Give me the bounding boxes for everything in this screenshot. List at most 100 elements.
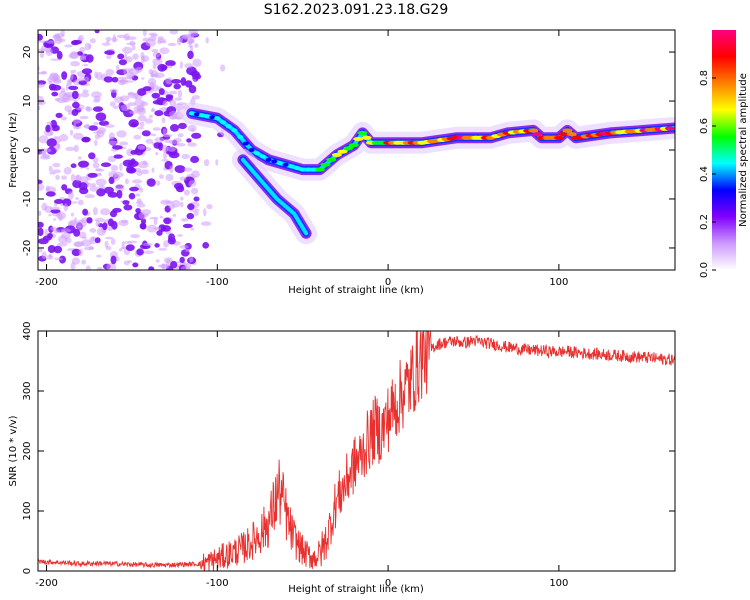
noise-blob <box>59 255 66 264</box>
noise-blob <box>96 254 102 258</box>
noise-blob <box>70 262 76 270</box>
snr-y-tick-label: 200 <box>22 441 33 460</box>
noise-blob <box>176 102 187 106</box>
ridge-core <box>532 132 543 137</box>
noise-blob <box>105 246 112 251</box>
noise-blob <box>128 110 138 115</box>
noise-blob <box>38 210 42 216</box>
noise-blob <box>80 92 90 98</box>
noise-blob <box>132 53 139 60</box>
noise-blob <box>152 63 157 70</box>
noise-blob <box>68 85 79 91</box>
snr-panel: -200 -100 0 100 0 100 200 300 400 Height of str… <box>8 321 676 595</box>
noise-blob <box>136 107 146 116</box>
noise-blob <box>104 186 114 194</box>
noise-blob <box>130 158 136 165</box>
spec-x-tick-label: -200 <box>35 277 58 288</box>
figure-title: S162.2023.091.23.18.G29 <box>264 2 449 18</box>
snr-x-tick-label: 100 <box>549 578 568 589</box>
noise-blob <box>191 128 195 132</box>
noise-blob <box>150 133 157 137</box>
noise-blob <box>144 118 153 124</box>
colorbar: 0.0 0.2 0.4 0.6 0.8 Normalized spectral ampl… <box>699 30 749 278</box>
noise-blob <box>142 30 147 37</box>
noise-blob <box>191 95 201 100</box>
noise-blob <box>188 85 197 94</box>
noise-blob <box>54 199 64 204</box>
ridge-core <box>305 167 312 172</box>
ridge-core <box>299 167 306 172</box>
noise-blob <box>150 109 155 112</box>
snr-y-ticks: 0 100 200 300 400 <box>22 321 675 574</box>
noise-blob <box>193 196 200 202</box>
noise-blob <box>88 43 92 49</box>
noise-blob <box>188 180 197 187</box>
ridge-core <box>254 151 261 156</box>
noise-blob <box>127 166 135 174</box>
noise-blob <box>152 58 163 66</box>
spectrogram-y-ticks: -20 -10 0 10 20 <box>22 46 675 256</box>
noise-blob <box>108 132 115 140</box>
noise-blob <box>191 132 202 139</box>
noise-blob <box>141 77 145 80</box>
noise-blob <box>42 153 50 159</box>
noise-blob <box>162 100 168 107</box>
noise-blob <box>182 223 193 229</box>
colorbar-tick-label: 0.8 <box>699 70 710 86</box>
noise-blob <box>77 156 82 160</box>
branch-inner <box>240 157 309 236</box>
noise-blob <box>70 173 76 182</box>
noise-blob <box>109 101 116 107</box>
noise-blob <box>75 197 80 200</box>
noise-blob <box>137 145 146 150</box>
noise-blob <box>155 259 160 263</box>
noise-blob <box>203 159 210 167</box>
noise-blob <box>203 208 207 217</box>
noise-blob <box>105 36 112 42</box>
noise-blob <box>38 247 43 253</box>
noise-blob <box>125 244 135 252</box>
noise-blob <box>49 206 61 211</box>
colorbar-tick-label: 0.2 <box>699 214 710 230</box>
noise-blob <box>170 260 178 269</box>
noise-blob <box>165 94 174 99</box>
noise-blob <box>162 134 173 138</box>
noise-blob <box>152 84 159 92</box>
noise-blob <box>54 36 63 45</box>
noise-blob <box>137 115 147 122</box>
noise-blob <box>118 79 128 83</box>
noise-blob <box>50 209 61 214</box>
noise-blob <box>151 48 159 53</box>
noise-blob <box>117 53 125 60</box>
noise-blob <box>167 236 176 245</box>
noise-blob <box>113 105 119 109</box>
noise-blob <box>174 165 186 174</box>
noise-blob <box>127 91 135 99</box>
noise-blob <box>131 179 143 184</box>
noise-blob <box>186 138 192 143</box>
noise-blob <box>102 222 108 231</box>
noise-blob <box>107 140 118 145</box>
noise-blob <box>38 40 47 43</box>
snr-x-ticks: -200 -100 0 100 <box>35 331 568 589</box>
noise-blob <box>179 256 185 263</box>
noise-blob <box>185 249 190 252</box>
noise-blob <box>108 176 115 185</box>
noise-blob <box>47 245 56 253</box>
noise-blob <box>78 182 88 191</box>
noise-blob <box>70 69 77 74</box>
noise-blob <box>88 152 96 160</box>
noise-blob <box>95 168 105 172</box>
ridge-core <box>566 132 577 137</box>
noise-blob <box>60 30 65 37</box>
noise-blob <box>137 88 147 96</box>
noise-blob <box>122 46 133 54</box>
noise-blob <box>132 262 139 268</box>
noise-blob <box>88 125 98 131</box>
noise-blob <box>172 213 177 217</box>
noise-blob <box>177 109 181 114</box>
noise-blob <box>131 45 136 51</box>
snr-y-tick-label: 400 <box>22 321 33 340</box>
noise-blob <box>82 63 89 67</box>
ridge-core <box>343 146 354 151</box>
